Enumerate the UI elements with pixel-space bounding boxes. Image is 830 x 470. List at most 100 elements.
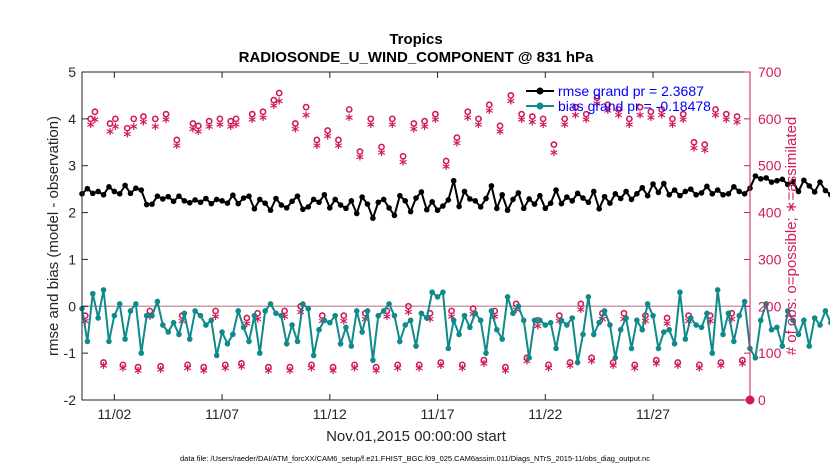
bias-point — [294, 338, 301, 345]
obs-assimilated-point: * — [151, 120, 159, 138]
obs-possible-point — [238, 360, 245, 367]
bias-point — [327, 319, 333, 326]
obs-assimilated-point: * — [695, 362, 703, 380]
bias-point — [709, 350, 716, 356]
rmse-point — [262, 200, 268, 206]
rmse-point — [327, 205, 333, 211]
obs-assimilated-point: * — [728, 312, 736, 330]
obs-assimilated-point: * — [91, 113, 99, 131]
bias-point — [413, 343, 419, 349]
obs-assimilated-point: * — [405, 305, 413, 323]
obs-possible-point — [507, 92, 515, 99]
rmse-point — [391, 212, 398, 219]
obs-possible-point — [555, 312, 563, 320]
obs-assimilated-point: * — [464, 111, 472, 129]
obs-assimilated-point: * — [518, 113, 526, 131]
obs-assimilated-point: * — [485, 104, 493, 122]
obs-possible-point — [212, 307, 219, 315]
rmse-point — [100, 191, 107, 198]
rmse-point — [784, 181, 791, 188]
bias-point — [547, 319, 554, 326]
x-axis-label: Nov.01,2015 00:00:00 start — [326, 428, 507, 445]
bias-point — [644, 301, 651, 307]
bias-point — [811, 315, 818, 321]
bias-point — [235, 308, 242, 314]
obs-assimilated-point: * — [291, 123, 299, 141]
obs-possible-point — [502, 363, 509, 371]
obs-assimilated-point: * — [625, 118, 633, 136]
bias-point — [181, 310, 188, 317]
rmse-point — [256, 196, 263, 203]
bias-point — [127, 308, 134, 314]
obs-assimilated-point: * — [480, 357, 488, 375]
obs-layer: * * * * * * * * * * * * * * * * * * * * * * * * * * * * * * * * * * * * * * * *… — [81, 89, 755, 405]
obs-possible-point — [205, 117, 213, 125]
rmse-point — [203, 195, 209, 202]
bias-point — [461, 312, 468, 319]
rmse-point — [520, 205, 527, 212]
rmse-point — [547, 200, 554, 206]
rmse-point — [494, 205, 500, 212]
rmse-point — [779, 176, 786, 183]
rmse-point — [116, 191, 123, 197]
obs-possible-point — [410, 120, 418, 127]
rmse-point — [666, 191, 672, 198]
bias-point — [628, 345, 635, 352]
obs-possible-point — [302, 103, 310, 111]
bias-point — [230, 331, 236, 338]
rmse-point — [235, 200, 242, 207]
obs-possible-point — [566, 359, 574, 366]
rmse-point — [504, 207, 511, 214]
obs-possible-point — [631, 361, 639, 369]
obs-assimilated-point: * — [674, 359, 682, 377]
rmse-point — [698, 190, 705, 196]
rmse-point — [596, 206, 602, 212]
bias-point — [768, 326, 775, 333]
obs-possible-point — [496, 122, 504, 130]
obs-assimilated-point: * — [139, 116, 147, 134]
bias-point — [741, 298, 748, 305]
obs-possible-point — [173, 136, 181, 144]
x-tick-label: 11/17 — [421, 406, 455, 422]
bias-point — [111, 312, 118, 319]
obs-possible-point — [415, 361, 423, 369]
obs-possible-point — [458, 361, 466, 369]
obs-assimilated-point: * — [733, 116, 741, 134]
rmse-point — [375, 199, 382, 206]
bias-point — [569, 315, 576, 321]
obs-assimilated-point: * — [286, 364, 294, 382]
obs-assimilated-point: * — [281, 310, 289, 328]
rmse-point — [251, 206, 258, 212]
obs-assimilated-point: * — [577, 303, 585, 321]
rmse-point — [213, 196, 220, 203]
obs-assimilated-point: * — [324, 130, 332, 148]
obs-possible-point — [372, 363, 380, 371]
rmse-point — [682, 188, 689, 195]
bias-point — [494, 326, 500, 333]
obs-possible-point — [669, 115, 676, 123]
bias-point — [542, 322, 549, 328]
obs-possible-point — [588, 354, 596, 362]
obs-assimilated-point: * — [248, 113, 256, 131]
chart-subtitle: RADIOSONDE_U_WIND_COMPONENT @ 831 hPa — [239, 49, 594, 66]
obs-assimilated-point: * — [212, 310, 220, 328]
bias-point — [687, 315, 694, 321]
obs-possible-point — [281, 307, 288, 315]
rmse-point — [612, 191, 619, 197]
rmse-point — [558, 200, 565, 207]
obs-possible-point — [227, 117, 235, 125]
obs-possible-point — [184, 361, 191, 369]
obs-assimilated-point: * — [243, 317, 251, 335]
obs-possible-point — [550, 141, 558, 149]
y-axis-right-label: # of obs: o=possible; ∗=assimilated — [783, 117, 800, 356]
rmse-point — [822, 187, 829, 194]
rmse-point — [564, 194, 570, 200]
rmse-point — [617, 195, 624, 202]
y-axis-left: -2 -1 0 1 2 3 4 5 — [64, 64, 88, 408]
obs-assimilated-point: * — [458, 362, 466, 380]
bias-point — [305, 305, 312, 312]
bias-point — [671, 340, 678, 347]
bias-point — [256, 350, 263, 356]
rmse-point — [240, 195, 247, 201]
bias-point — [348, 343, 355, 349]
